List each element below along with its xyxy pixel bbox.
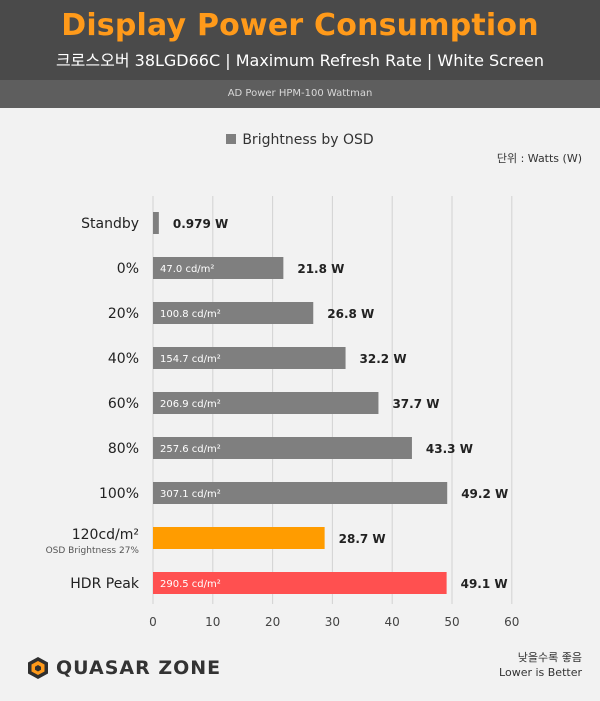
bar-inner-label: 154.7 cd/m²: [160, 354, 221, 365]
category-label: 0%: [117, 261, 139, 277]
category-label: 100%: [99, 486, 139, 502]
x-tick-label: 50: [444, 615, 459, 629]
x-tick-label: 40: [385, 615, 400, 629]
logo: QUASAR ZONE: [26, 656, 221, 680]
device-bar: [0, 80, 600, 108]
category-label: HDR Peak: [70, 576, 140, 592]
bar-value-label: 28.7 W: [339, 532, 386, 546]
bar-value-label: 49.2 W: [461, 487, 508, 501]
category-label: 120cd/m²: [72, 527, 139, 543]
logo-text: QUASAR ZONE: [56, 657, 222, 679]
bar-value-label: 21.8 W: [297, 262, 344, 276]
chart-subtitle: 크로스오버 38LGD66C | Maximum Refresh Rate | …: [55, 51, 545, 70]
category-sublabel: OSD Brightness 27%: [46, 546, 140, 556]
legend: Brightness by OSD: [0, 132, 600, 148]
bar-value-label: 43.3 W: [426, 442, 473, 456]
bar: [153, 347, 346, 369]
bar: [153, 527, 325, 549]
x-tick-label: 0: [149, 615, 157, 629]
category-label: 20%: [108, 306, 139, 322]
note-korean: 낮을수록 좋음: [517, 651, 582, 664]
category-label: 80%: [108, 441, 139, 457]
x-tick-label: 20: [265, 615, 280, 629]
category-label: 40%: [108, 351, 139, 367]
bar-inner-label: 206.9 cd/m²: [160, 399, 221, 410]
bar-value-label: 32.2 W: [360, 352, 407, 366]
unit-label: 단위 : Watts (W): [496, 152, 582, 165]
bar-value-label: 0.979 W: [173, 217, 228, 231]
bar: [153, 437, 412, 459]
bar-inner-label: 290.5 cd/m²: [160, 579, 221, 590]
chart-title: Display Power Consumption: [61, 8, 539, 43]
legend-swatch: [226, 134, 237, 144]
note-english: Lower is Better: [499, 666, 582, 679]
bar: [153, 482, 448, 504]
x-tick-label: 30: [325, 615, 340, 629]
bar: [153, 302, 314, 324]
x-tick-label: 10: [205, 615, 220, 629]
bar-inner-label: 100.8 cd/m²: [160, 309, 221, 320]
legend-label: Brightness by OSD: [242, 132, 374, 148]
bar: [153, 392, 379, 414]
category-label: Standby: [81, 216, 139, 232]
quasar-logo-icon: [28, 657, 48, 679]
category-label: 60%: [108, 396, 139, 412]
bar: [153, 212, 159, 234]
device-label: AD Power HPM-100 Wattman: [227, 88, 373, 99]
bar-value-label: 26.8 W: [327, 307, 374, 321]
bar-value-label: 49.1 W: [461, 577, 508, 591]
bar-value-label: 37.7 W: [392, 397, 439, 411]
note: 낮을수록 좋음 Lower is Better: [499, 650, 582, 680]
bar: [153, 257, 284, 279]
bar: [153, 572, 447, 594]
bar-inner-label: 307.1 cd/m²: [160, 489, 221, 500]
header-bar: [0, 0, 600, 80]
bar-inner-label: 47.0 cd/m²: [160, 264, 214, 275]
bar-inner-label: 257.6 cd/m²: [160, 444, 221, 455]
x-tick-label: 60: [504, 615, 519, 629]
